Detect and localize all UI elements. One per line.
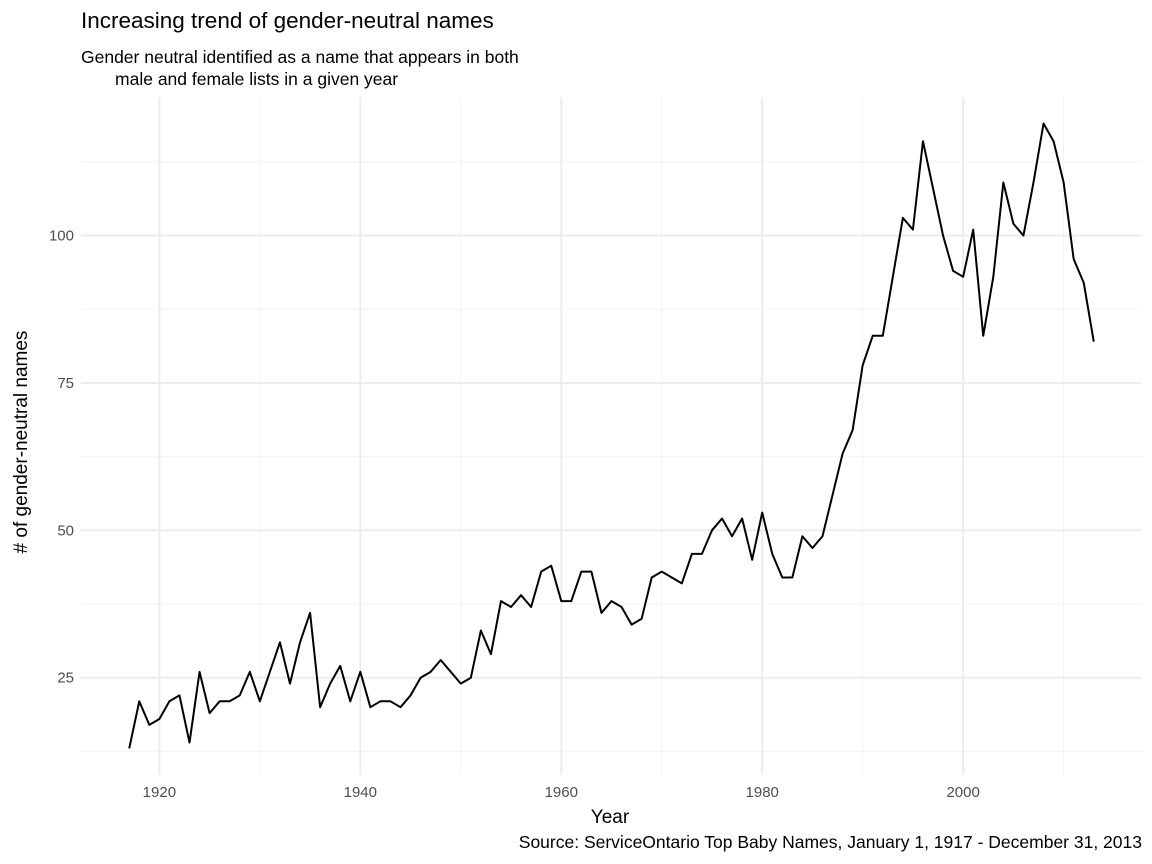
y-axis-title: # of gender-neutral names	[11, 331, 32, 554]
minor-gridlines	[81, 97, 1142, 775]
x-tick-label: 1960	[545, 784, 578, 801]
y-tick-label: 25	[57, 670, 74, 687]
y-tick-label: 75	[57, 375, 74, 392]
x-tick-label: 1940	[344, 784, 377, 801]
x-tick-label: 2000	[946, 784, 979, 801]
chart-title: Increasing trend of gender-neutral names	[81, 8, 494, 33]
y-tick-label: 100	[49, 228, 74, 245]
chart-caption: Source: ServiceOntario Top Baby Names, J…	[518, 832, 1142, 852]
tick-labels: 1920 1940 1960 1980 2000 25 50 75 100	[49, 228, 980, 801]
y-tick-label: 50	[57, 522, 74, 539]
chart-subtitle: Gender neutral identified as a name that…	[81, 47, 519, 89]
x-axis-title: Year	[591, 807, 630, 828]
x-tick-label: 1920	[143, 784, 176, 801]
series-line	[128, 122, 1095, 749]
major-gridlines	[81, 97, 1142, 775]
x-tick-label: 1980	[746, 784, 779, 801]
